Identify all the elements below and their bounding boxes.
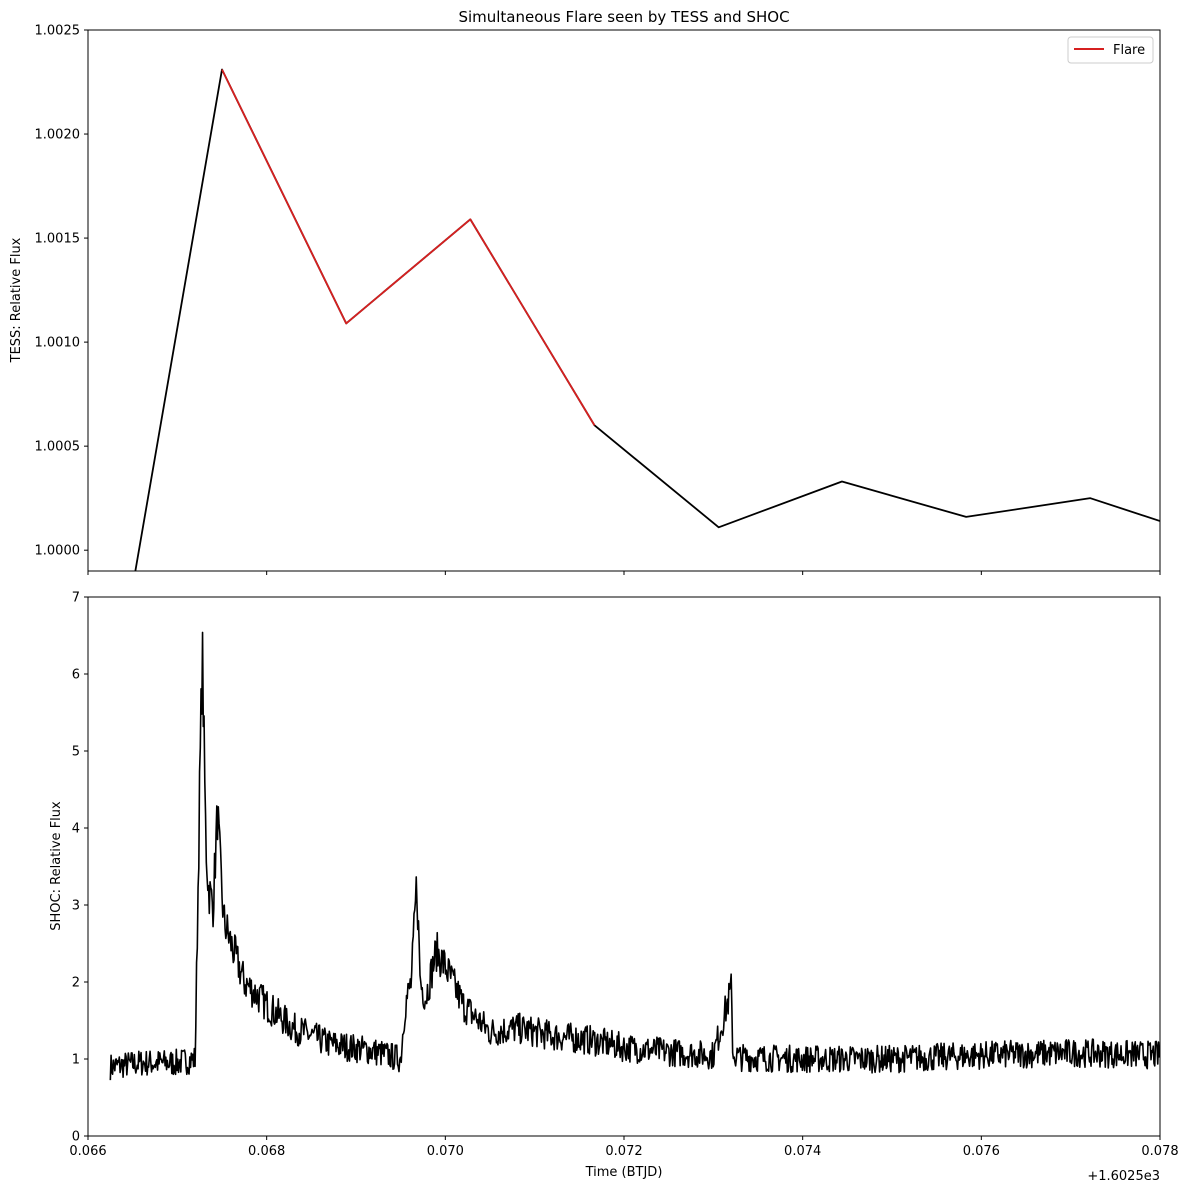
tess-ytick-label: 1.0005 xyxy=(35,440,81,455)
tess-series-flare xyxy=(221,69,596,426)
shoc-ytick-label: 1 xyxy=(72,1053,80,1068)
tess-ytick-label: 1.0010 xyxy=(35,336,81,351)
shoc-ytick-label: 3 xyxy=(72,899,80,914)
shoc-ytick-label: 0 xyxy=(72,1130,80,1145)
x-axis-offset: +1.6025e3 xyxy=(1087,1169,1160,1184)
legend: Flare xyxy=(1067,36,1154,64)
shoc-xtick-label: 0.078 xyxy=(1141,1144,1178,1159)
shoc-series-line0 xyxy=(109,631,1160,1081)
shoc-ticks: 0 1 2 3 4 5 6 7 0.066 0.068 0.070 0.072 0.074 0.076 0.… xyxy=(69,591,1178,1160)
x-axis-label: Time (BTJD) xyxy=(585,1165,663,1180)
shoc-ytick-label: 7 xyxy=(72,591,80,606)
legend-box xyxy=(1067,36,1154,64)
shoc-xtick-label: 0.066 xyxy=(69,1144,106,1159)
shoc-xtick-label: 0.072 xyxy=(605,1144,642,1159)
tess-ytick-label: 1.0025 xyxy=(35,24,81,39)
shoc-ytick-label: 4 xyxy=(72,822,80,837)
shoc-ytick-label: 2 xyxy=(72,976,80,991)
shoc-xtick-label: 0.076 xyxy=(963,1144,1000,1159)
chart-title: Simultaneous Flare seen by TESS and SHOC xyxy=(458,8,789,26)
tess-ticks: 1.0000 1.0005 1.0010 1.0015 1.0020 1.0025 xyxy=(35,24,1161,575)
shoc-xtick-label: 0.068 xyxy=(248,1144,285,1159)
tess-series-group xyxy=(134,68,1160,571)
tess-panel: 1.0000 1.0005 1.0010 1.0015 1.0020 1.0025 Sim… xyxy=(9,8,1161,575)
shoc-ytick-label: 5 xyxy=(72,745,80,760)
legend-flare-label: Flare xyxy=(1113,43,1145,58)
shoc-panel: 0 1 2 3 4 5 6 7 0.066 0.068 0.070 0.072 0.074 0.076 0.… xyxy=(49,591,1179,1185)
shoc-xtick-label: 0.074 xyxy=(784,1144,821,1159)
shoc-series-group xyxy=(109,631,1160,1081)
tess-y-axis-label: TESS: Relative Flux xyxy=(9,237,24,363)
tess-ytick-label: 1.0015 xyxy=(35,232,81,247)
shoc-ytick-label: 6 xyxy=(72,668,80,683)
shoc-y-axis-label: SHOC: Relative Flux xyxy=(49,801,64,931)
tess-ytick-label: 1.0020 xyxy=(35,128,81,143)
tess-ytick-label: 1.0000 xyxy=(35,544,81,559)
shoc-xtick-label: 0.070 xyxy=(427,1144,464,1159)
